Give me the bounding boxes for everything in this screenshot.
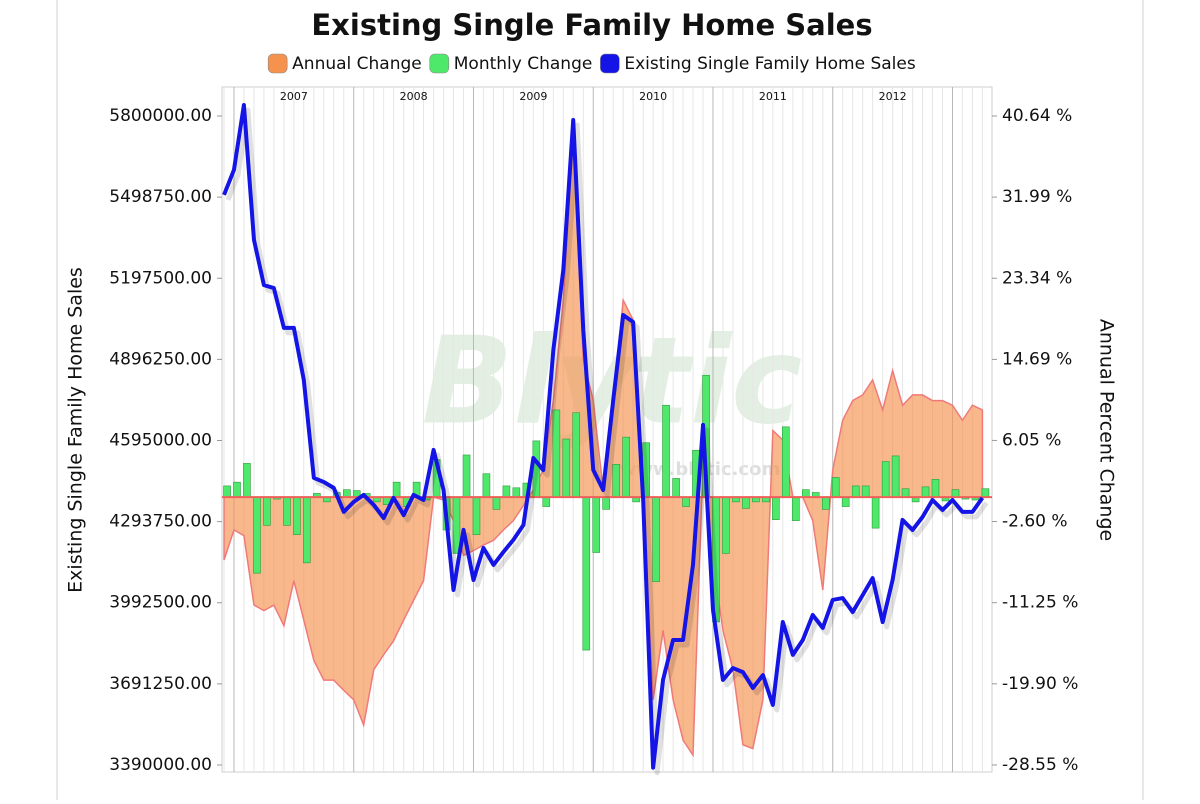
bar — [562, 438, 571, 498]
bar — [492, 496, 501, 510]
bar — [672, 478, 680, 498]
bar — [572, 412, 581, 498]
y2-tick-label: -11.25 % — [1002, 593, 1078, 613]
bar — [482, 473, 491, 498]
bar — [871, 496, 880, 529]
bar — [622, 436, 630, 498]
bar — [243, 463, 251, 498]
chart-title: Existing Single Family Home Sales — [311, 8, 872, 42]
line-shadow — [225, 107, 989, 776]
bar — [742, 496, 750, 509]
bar — [612, 464, 621, 498]
y-tick-label: 4595000.00 — [109, 431, 212, 451]
legend-swatch — [600, 53, 620, 74]
bar — [512, 487, 521, 498]
bar — [831, 477, 840, 498]
y-tick-label: 3390000.00 — [109, 755, 212, 775]
bar — [462, 454, 471, 498]
bar — [602, 496, 610, 510]
bar — [722, 496, 730, 554]
y2-tick-label: 40.64 % — [1002, 106, 1072, 126]
bar — [921, 486, 930, 498]
x-tick-label: 2008 — [400, 90, 428, 103]
y-axis-label: Existing Single Family Home Sales — [65, 267, 87, 593]
bar — [851, 485, 860, 498]
legend-label: Annual Change — [292, 54, 422, 74]
y2-tick-label: -19.90 % — [1002, 674, 1078, 694]
bar — [881, 461, 890, 498]
y-tick-label: 4896250.00 — [109, 349, 212, 369]
bar — [263, 496, 271, 526]
y2-tick-label: 23.34 % — [1002, 268, 1072, 288]
legend-swatch — [267, 53, 288, 74]
y-tick-label: 5197500.00 — [109, 268, 212, 288]
bar — [861, 485, 870, 498]
bar — [542, 496, 551, 507]
bar — [821, 496, 830, 510]
x-tick-label: 2012 — [879, 90, 907, 103]
bar — [293, 496, 301, 535]
y-tick-label: 5498750.00 — [109, 187, 212, 207]
bar — [472, 496, 481, 535]
y-tick-label: 3691250.00 — [109, 674, 212, 694]
y-tick-label: 5800000.00 — [109, 106, 212, 126]
legend-label: Monthly Change — [454, 54, 593, 74]
y2-tick-label: 31.99 % — [1002, 187, 1072, 207]
legend-label: Existing Single Family Home Sales — [624, 54, 916, 74]
bar — [223, 485, 231, 498]
bar — [342, 489, 351, 498]
bar — [781, 426, 790, 498]
x-tick-label: 2007 — [280, 90, 308, 103]
legend-swatch — [429, 53, 450, 74]
bar — [801, 489, 810, 498]
bar — [582, 496, 591, 651]
y-tick-label: 4293750.00 — [109, 512, 212, 532]
bar — [233, 481, 241, 498]
x-tick-label: 2011 — [759, 90, 787, 103]
y2-tick-label: -2.60 % — [1002, 512, 1068, 532]
x-tick-label: 2010 — [639, 90, 667, 103]
bar — [682, 496, 690, 507]
bar — [772, 496, 780, 520]
legend: Annual Change Monthly Change Existing Sing… — [267, 53, 916, 74]
y2-tick-label: 14.69 % — [1002, 349, 1072, 369]
y2-axis-label: Annual Percent Change — [1096, 319, 1118, 541]
y2-tick-label: 6.05 % — [1002, 430, 1061, 450]
bar — [841, 496, 850, 507]
bar — [392, 481, 401, 498]
y-tick-label: 3992500.00 — [109, 593, 212, 613]
bar — [951, 489, 960, 498]
bar — [253, 496, 261, 574]
bar — [901, 488, 910, 498]
bar — [283, 496, 291, 526]
bar — [662, 404, 670, 498]
bar — [792, 496, 800, 521]
bar — [592, 496, 601, 553]
bar — [502, 485, 511, 498]
bar — [981, 488, 990, 498]
bar — [652, 496, 660, 582]
bar — [302, 496, 311, 564]
bar — [891, 455, 900, 498]
line — [222, 102, 985, 770]
y2-tick-label: -28.55 % — [1002, 755, 1078, 775]
x-tick-label: 2009 — [519, 90, 547, 103]
bar — [931, 479, 940, 498]
